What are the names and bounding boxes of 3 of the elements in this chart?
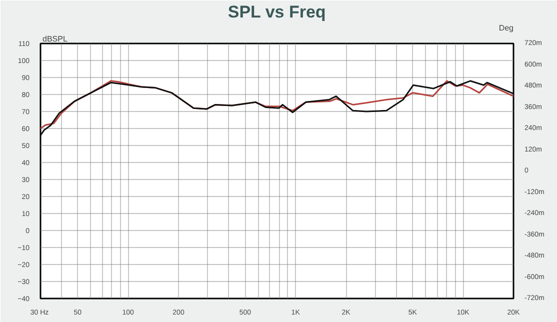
y-axis-title: dBSPL xyxy=(42,34,68,44)
y2-axis-title: Deg xyxy=(498,24,514,32)
chart-title: SPL vs Freq xyxy=(228,2,326,22)
